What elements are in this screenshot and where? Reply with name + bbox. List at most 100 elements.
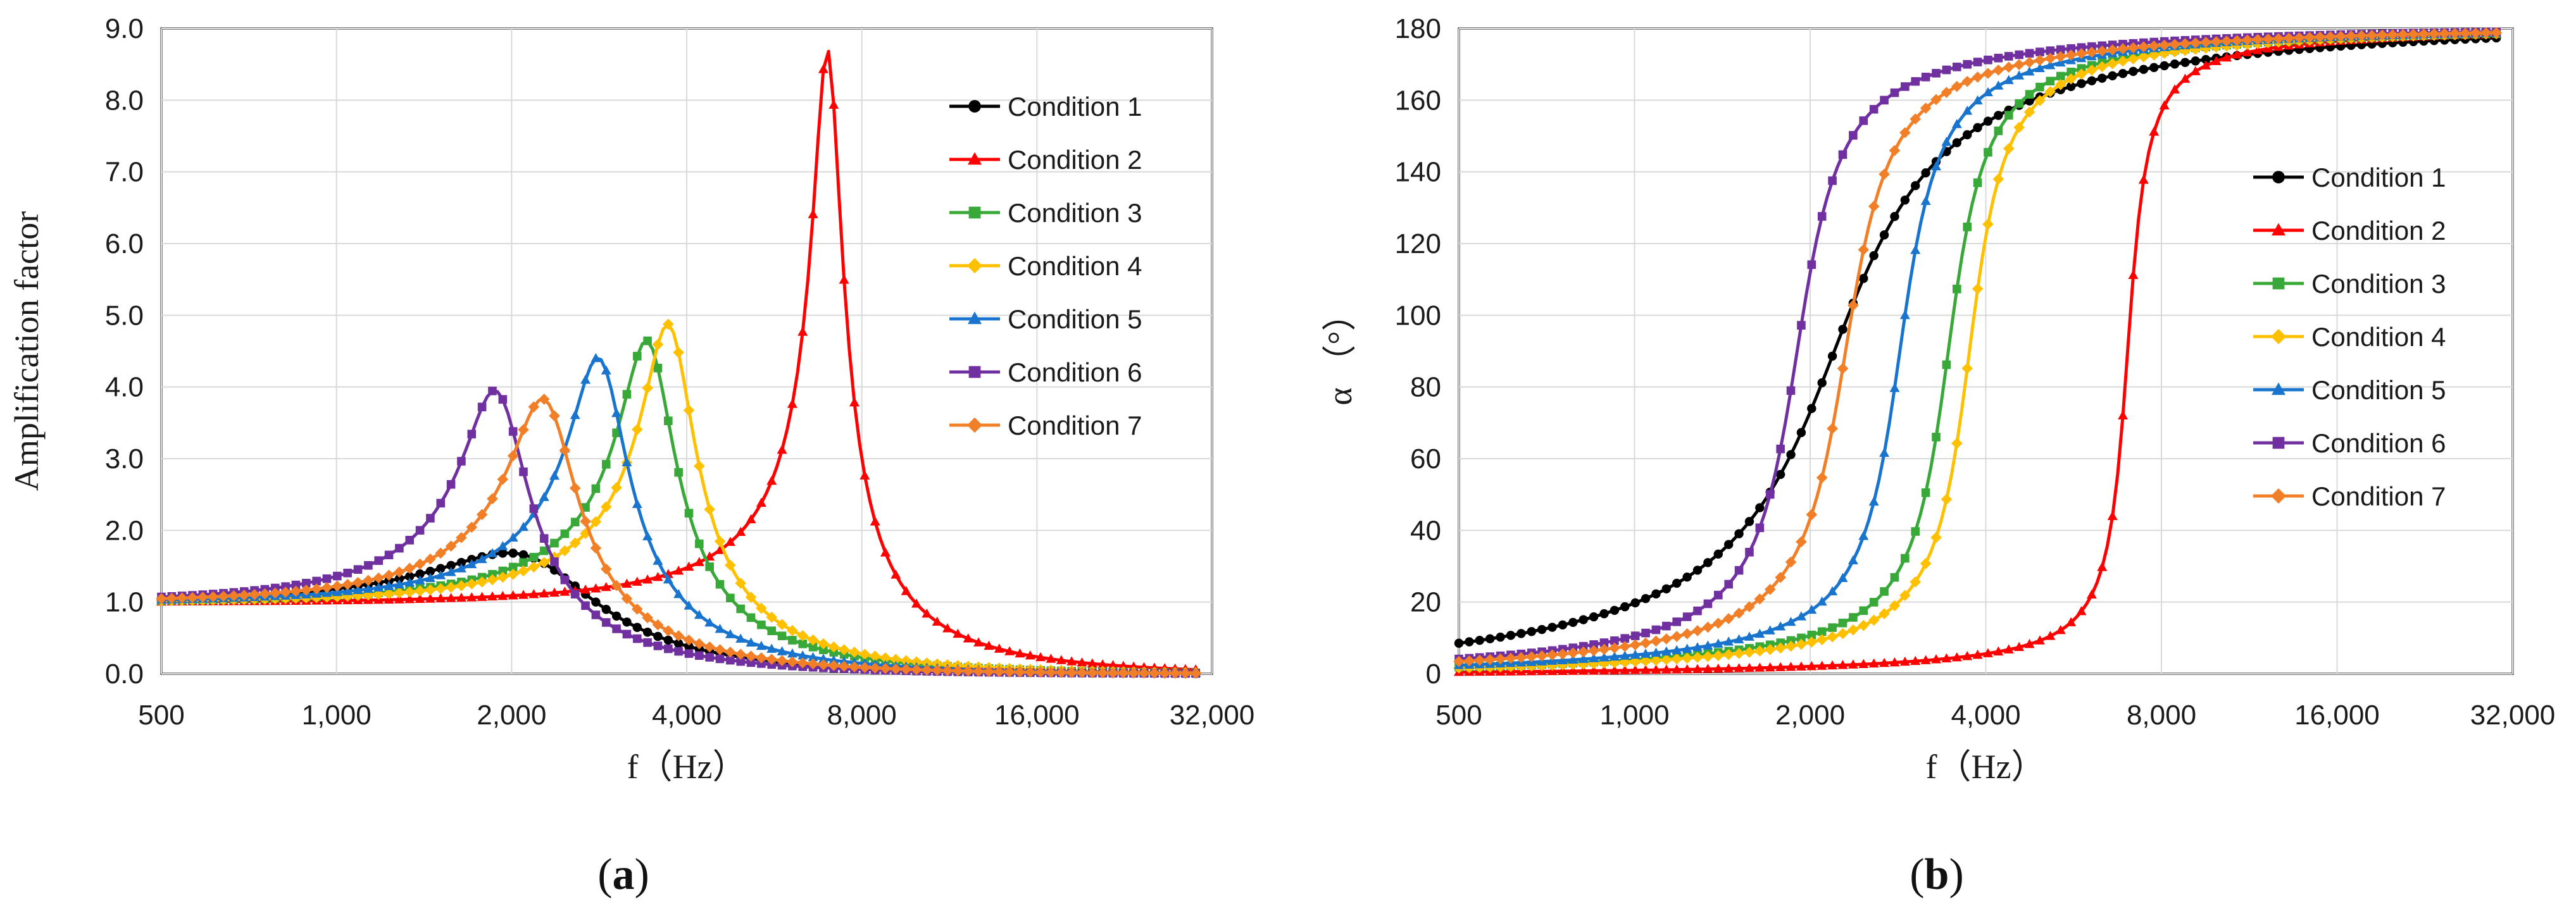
y-tick-label: 4.0	[105, 372, 144, 403]
data-point	[1776, 444, 1785, 454]
data-point	[1838, 618, 1848, 628]
data-point	[570, 410, 580, 419]
series-condition-1	[1454, 33, 2501, 648]
y-tick-label: 2.0	[105, 515, 144, 546]
data-point	[508, 562, 518, 572]
data-point	[1807, 630, 1816, 640]
data-point	[601, 605, 611, 614]
y-tick-label: 6.0	[105, 228, 144, 259]
data-point	[1951, 80, 1963, 92]
data-point	[1849, 131, 1858, 140]
data-point	[539, 588, 549, 598]
data-point	[466, 559, 477, 569]
data-point	[2054, 78, 2066, 90]
data-point	[373, 572, 384, 584]
legend-item: Condition 7	[949, 411, 1142, 440]
data-point	[2003, 75, 2014, 84]
data-point	[787, 656, 798, 667]
data-point	[1942, 360, 1951, 369]
data-point	[394, 594, 404, 604]
data-point	[1463, 655, 1475, 667]
data-point	[735, 578, 746, 589]
data-point	[404, 577, 415, 587]
data-point	[632, 634, 642, 643]
data-point	[1931, 654, 1942, 664]
data-point	[631, 424, 643, 435]
data-point	[1190, 667, 1202, 679]
data-point	[797, 657, 809, 669]
data-point	[1702, 650, 1714, 662]
data-point	[953, 628, 963, 638]
data-point	[166, 592, 178, 604]
data-point	[1138, 667, 1150, 679]
data-point	[1961, 75, 1973, 87]
data-point	[1941, 87, 1953, 98]
data-point	[518, 521, 528, 531]
data-point	[1982, 87, 1993, 97]
data-point	[1650, 655, 1662, 666]
data-point	[2366, 30, 2378, 41]
data-point	[2106, 44, 2118, 56]
data-point	[197, 592, 209, 603]
data-point	[238, 589, 250, 601]
x-tick-label: 2,000	[477, 700, 546, 731]
data-point	[1568, 666, 1579, 675]
data-point	[1972, 283, 1984, 295]
data-point	[994, 643, 1004, 653]
data-point	[1609, 651, 1620, 661]
data-point	[828, 660, 840, 671]
data-point	[1765, 490, 1775, 499]
data-point	[1568, 617, 1578, 628]
data-point	[2138, 175, 2149, 184]
data-point	[1838, 150, 1848, 159]
data-point	[1589, 665, 1599, 675]
data-point	[569, 482, 581, 494]
x-tick-label: 4,000	[1951, 700, 2020, 731]
data-point	[581, 503, 590, 512]
data-point	[746, 514, 756, 524]
data-point	[1505, 652, 1516, 664]
data-point	[1848, 659, 1858, 669]
data-point	[828, 99, 839, 109]
data-point	[1754, 662, 1765, 672]
data-point	[2201, 54, 2211, 65]
data-point	[187, 592, 198, 604]
data-point	[394, 579, 404, 589]
data-point	[497, 571, 509, 583]
y-tick-label: 160	[1395, 85, 1441, 116]
data-point	[653, 571, 663, 581]
data-point	[176, 592, 188, 604]
data-point	[1651, 625, 1661, 635]
data-point	[1579, 641, 1588, 651]
data-point	[518, 550, 528, 560]
data-point	[539, 546, 549, 555]
data-point	[384, 550, 394, 560]
data-point	[1807, 404, 1816, 413]
data-point	[2077, 43, 2086, 52]
data-point	[1890, 211, 1899, 221]
data-point	[591, 352, 601, 363]
data-point	[2096, 45, 2108, 57]
data-point	[1713, 638, 1723, 648]
data-point	[1723, 648, 1734, 660]
data-point	[1557, 655, 1568, 664]
data-point	[2160, 61, 2169, 71]
data-point	[1900, 195, 1910, 205]
data-point	[1828, 176, 1837, 185]
data-point	[931, 664, 943, 676]
legend-label: Condition 7	[2311, 481, 2446, 511]
data-point	[2097, 562, 2108, 571]
data-point	[404, 594, 415, 604]
data-point	[1932, 433, 1941, 442]
data-point	[2159, 100, 2170, 110]
data-point	[1807, 260, 1816, 270]
data-point	[1703, 558, 1713, 567]
data-point	[570, 590, 580, 599]
data-point	[1682, 643, 1692, 653]
data-point	[1015, 648, 1025, 658]
data-point	[1806, 660, 1817, 671]
data-point	[457, 457, 466, 466]
data-point	[395, 543, 404, 553]
data-point	[445, 540, 457, 552]
